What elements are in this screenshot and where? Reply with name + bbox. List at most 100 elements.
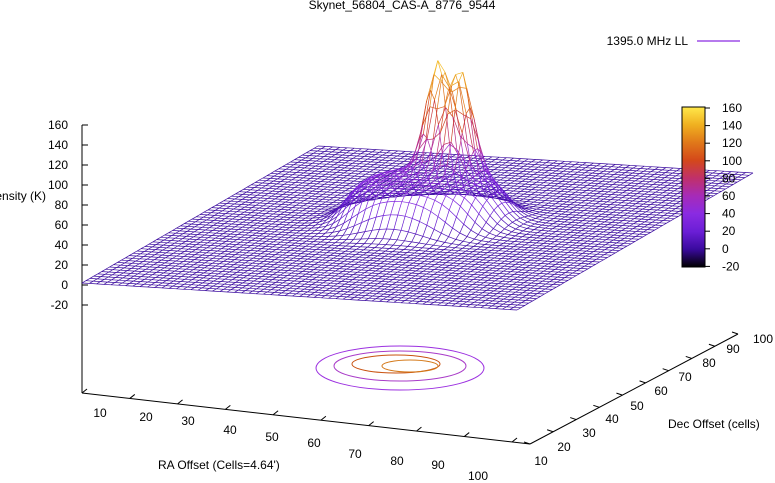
surface-segment xyxy=(510,182,518,185)
surface-segment xyxy=(583,187,591,189)
surface-segment xyxy=(423,293,432,295)
surface-segment xyxy=(192,239,198,243)
surface-segment xyxy=(513,246,522,248)
surface-segment xyxy=(650,176,658,178)
surface-segment xyxy=(383,265,391,268)
surface-segment xyxy=(392,256,400,258)
surface-segment xyxy=(512,211,521,219)
surface-segment xyxy=(205,288,210,291)
surface-segment xyxy=(621,169,630,171)
ra-tick-mark xyxy=(416,426,422,432)
surface-segment xyxy=(343,218,352,224)
surface-segment xyxy=(664,205,673,207)
surface-segment xyxy=(237,264,242,268)
surface-segment xyxy=(469,253,477,255)
surface-segment xyxy=(325,262,333,264)
surface-segment xyxy=(167,240,172,244)
surface-segment xyxy=(651,194,660,196)
surface-segment xyxy=(371,149,377,153)
surface-segment xyxy=(264,188,270,192)
surface-segment xyxy=(260,195,265,199)
surface-segment xyxy=(723,175,731,178)
surface-segment xyxy=(181,268,187,272)
surface-segment xyxy=(108,271,117,273)
surface-segment xyxy=(603,231,611,233)
surface-segment xyxy=(336,202,341,206)
surface-segment xyxy=(118,277,123,281)
surface-segment xyxy=(704,182,712,184)
surface-segment xyxy=(290,187,295,191)
surface-segment xyxy=(258,245,266,247)
surface-segment xyxy=(222,205,231,207)
surface-segment xyxy=(613,206,621,209)
surface-segment xyxy=(553,279,561,281)
surface-segment xyxy=(621,174,629,176)
surface-segment xyxy=(276,241,281,245)
surface-segment xyxy=(223,233,231,235)
surface-segment xyxy=(200,267,205,271)
surface-segment xyxy=(286,217,292,221)
surface-segment xyxy=(265,215,270,219)
surface-segment xyxy=(432,251,441,253)
surface-segment xyxy=(262,208,267,212)
surface-segment xyxy=(527,257,535,259)
surface-segment xyxy=(384,165,389,169)
surface-segment xyxy=(271,221,276,225)
surface-segment xyxy=(171,237,176,241)
surface-segment xyxy=(198,229,206,231)
surface-segment xyxy=(244,232,250,236)
surface-segment xyxy=(386,182,391,186)
surface-segment xyxy=(519,289,527,291)
surface-segment xyxy=(649,181,657,183)
surface-segment xyxy=(258,179,267,182)
surface-segment xyxy=(129,280,134,284)
surface-segment xyxy=(344,160,350,164)
surface-segment xyxy=(585,227,593,230)
surface-segment xyxy=(325,290,334,292)
surface-segment xyxy=(427,296,435,298)
surface-segment xyxy=(237,239,245,241)
surface-segment xyxy=(224,220,229,224)
surface-segment xyxy=(251,265,256,269)
surface-segment xyxy=(216,286,221,290)
surface-segment xyxy=(467,143,475,149)
surface-segment xyxy=(147,281,156,283)
surface-segment xyxy=(448,236,456,240)
surface-segment xyxy=(364,176,370,180)
surface-segment xyxy=(494,285,502,287)
surface-segment xyxy=(184,243,190,247)
surface-segment xyxy=(325,223,334,227)
contour-ring xyxy=(315,345,485,391)
surface-segment xyxy=(323,249,331,251)
surface-segment xyxy=(151,251,159,253)
surface-segment xyxy=(202,221,210,224)
surface-segment xyxy=(237,206,245,208)
surface-segment xyxy=(440,274,449,276)
surface-segment xyxy=(364,272,372,274)
surface-segment xyxy=(347,206,356,214)
surface-segment xyxy=(438,192,447,197)
surface-segment xyxy=(135,263,140,267)
surface-segment xyxy=(158,249,163,253)
surface-segment xyxy=(514,296,523,299)
surface-segment xyxy=(518,238,526,241)
surface-segment xyxy=(437,271,445,274)
surface-segment xyxy=(252,232,257,236)
surface-segment xyxy=(282,252,287,256)
surface-segment xyxy=(263,288,272,291)
surface-segment xyxy=(212,255,217,259)
surface-segment xyxy=(220,258,228,260)
surface-segment xyxy=(218,245,226,247)
surface-segment xyxy=(363,277,372,279)
surface-segment xyxy=(194,231,202,233)
surface-segment xyxy=(309,213,314,217)
surface-segment xyxy=(357,231,365,234)
surface-segment xyxy=(500,218,509,226)
surface-segment xyxy=(422,159,430,161)
surface-segment xyxy=(285,199,290,203)
dec-tick-label: 70 xyxy=(678,370,692,384)
surface-segment xyxy=(433,244,441,247)
surface-segment xyxy=(316,181,322,185)
surface-segment xyxy=(464,197,472,206)
surface-segment xyxy=(112,269,121,271)
